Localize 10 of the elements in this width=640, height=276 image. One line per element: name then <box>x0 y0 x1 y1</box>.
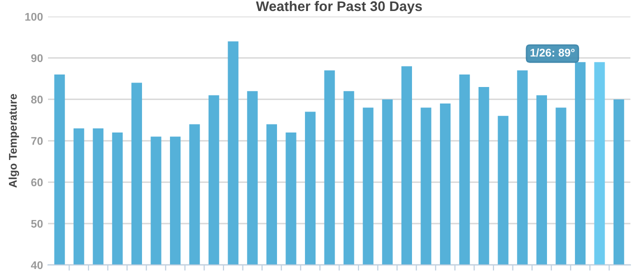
y-tick-label: 60 <box>31 178 43 186</box>
y-tick-label: 50 <box>31 220 43 228</box>
y-tick-label: 80 <box>31 96 43 104</box>
chart-title: Weather for Past 30 Days <box>256 0 422 14</box>
annotation: 1/26: 89° <box>530 48 575 57</box>
y-tick-label: 100 <box>25 12 43 21</box>
y-tick-label: 70 <box>31 137 43 145</box>
y-tick-label: 90 <box>31 54 43 62</box>
y-tick-label: 40 <box>30 261 43 270</box>
y-axis-title: Algo Temperature <box>8 94 20 188</box>
